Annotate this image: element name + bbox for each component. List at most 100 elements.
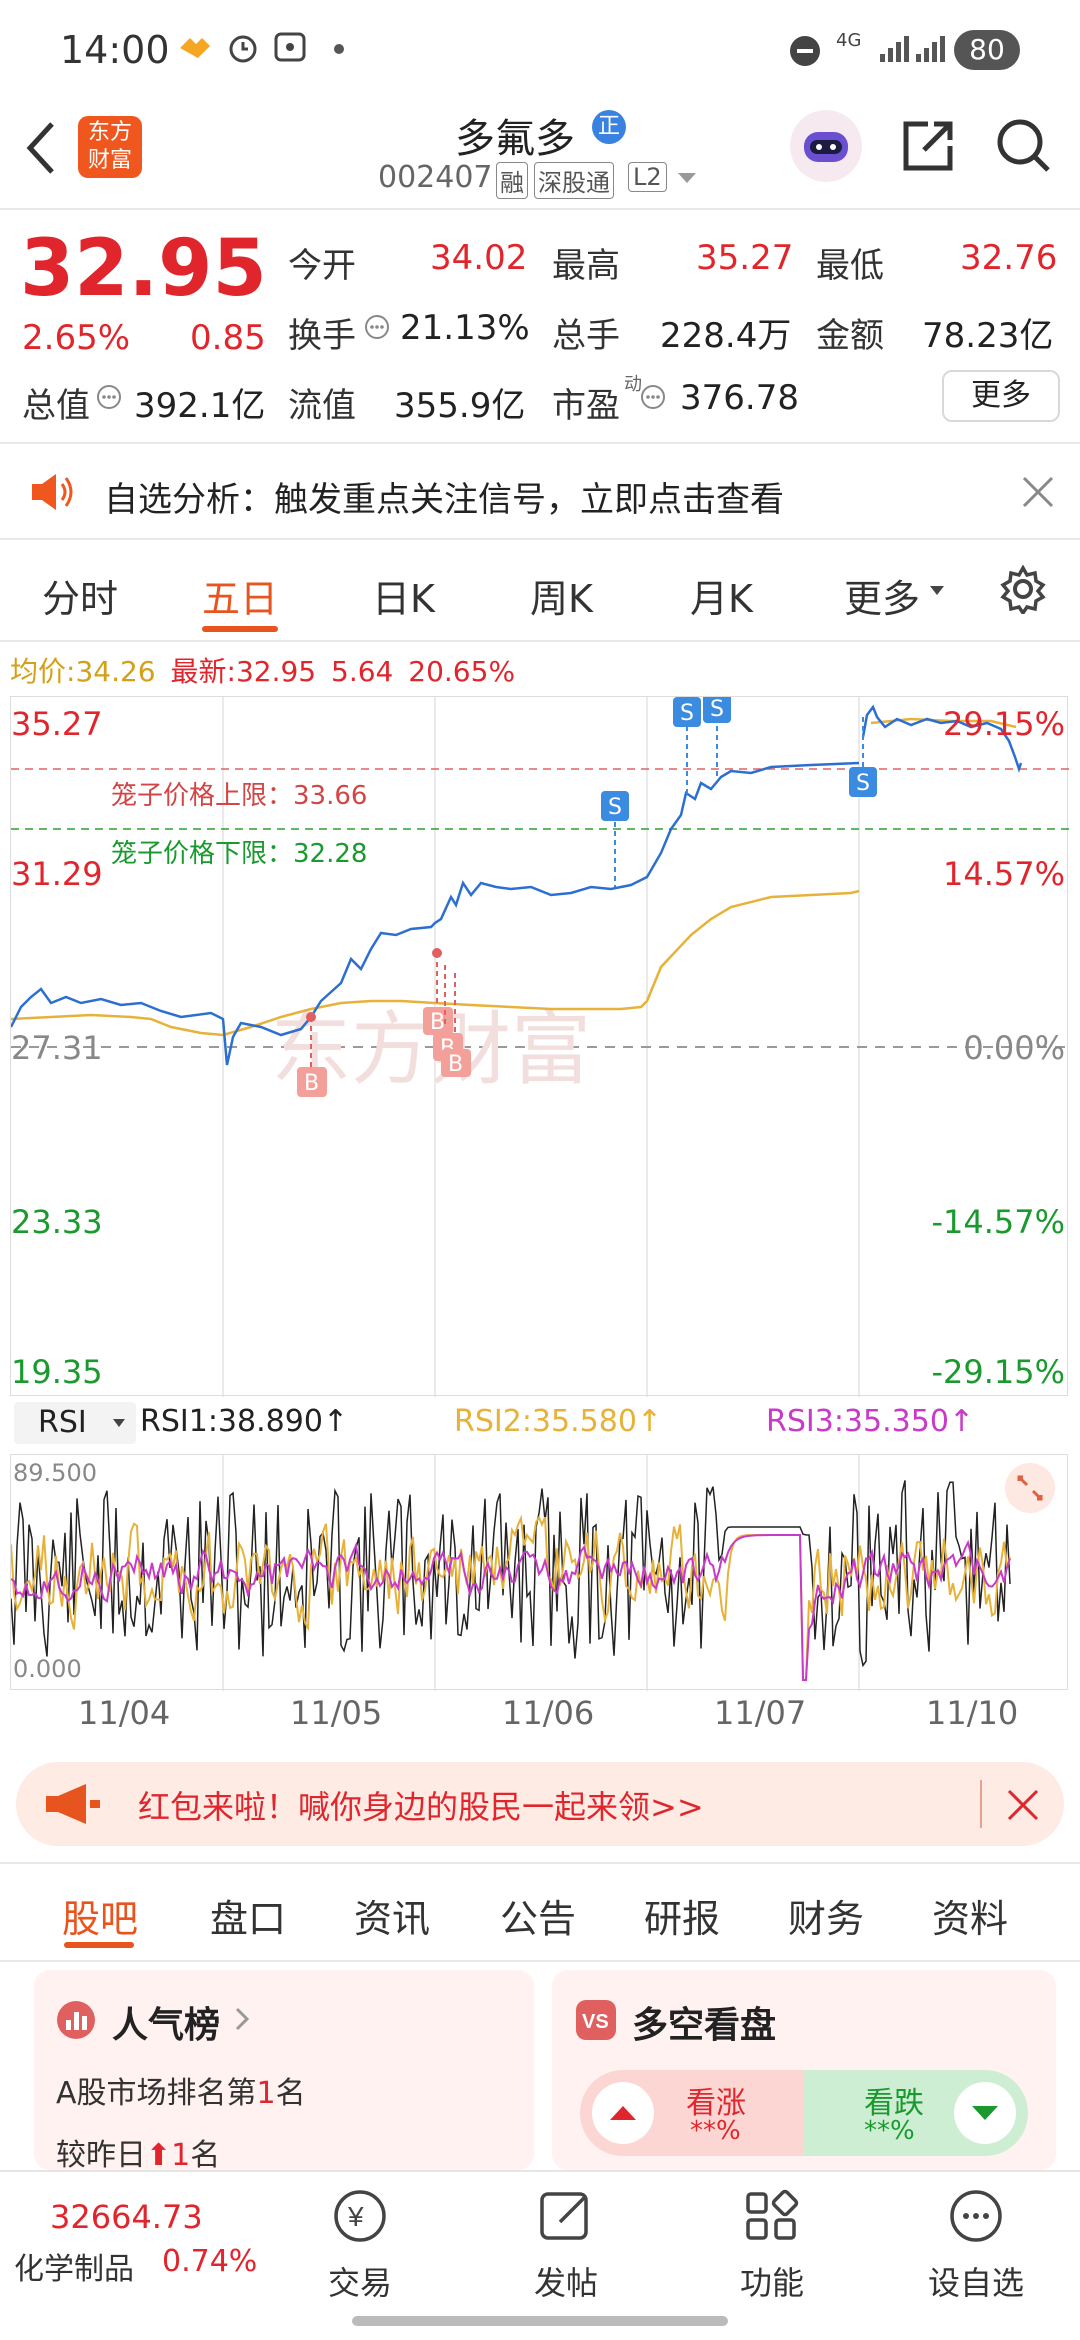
notice-divider xyxy=(0,538,1080,540)
down-arrow-icon xyxy=(954,2082,1016,2144)
close-icon[interactable] xyxy=(1006,1788,1040,1822)
tab-active-indicator xyxy=(202,626,278,632)
tab-news[interactable]: 资讯 xyxy=(354,1897,431,1941)
rsi-chart-svg xyxy=(11,1455,1011,1691)
rsi-chart[interactable]: 89.500 0.000 xyxy=(10,1454,1068,1691)
speaker-icon xyxy=(28,470,76,518)
tab-research[interactable]: 研报 xyxy=(644,1897,721,1941)
tab-daily-k[interactable]: 日K xyxy=(372,577,435,621)
rank-title: 人气榜 xyxy=(112,2005,221,2046)
rsi-caret-icon xyxy=(113,1419,125,1427)
promo-banner[interactable]: 红包来啦！喊你身边的股民一起来领>> xyxy=(16,1762,1064,1846)
trade-icon[interactable]: ¥ xyxy=(328,2184,392,2248)
functions-button[interactable]: 功能 xyxy=(739,2264,804,2302)
add-watchlist-button[interactable]: 设自选 xyxy=(927,2264,1024,2302)
post-button[interactable]: 发帖 xyxy=(533,2264,598,2302)
rsi-bottom-tick: 0.000 xyxy=(13,1655,82,1683)
price-line xyxy=(11,704,1023,1066)
y-tick-right-1: 29.15% xyxy=(942,705,1065,743)
back-icon[interactable] xyxy=(22,118,62,182)
svg-text:B: B xyxy=(304,1071,319,1096)
rank-line-1: A股市场排名第1名 xyxy=(56,2068,306,2112)
date-label-4: 11/07 xyxy=(714,1694,807,1732)
robot-avatar-icon[interactable] xyxy=(790,110,862,182)
change-percent: 2.65% xyxy=(22,318,131,358)
y-tick-right-5: -29.15% xyxy=(931,1353,1065,1391)
float-value: 355.9亿 xyxy=(394,386,526,426)
upper-limit-label: 笼子价格上限：33.66 xyxy=(111,781,368,811)
bottom-tabs: 股吧 盘口 资讯 公告 研报 财务 资料 xyxy=(0,1864,1080,1960)
tag-level2: L2 xyxy=(628,162,667,192)
stock-name[interactable]: 多氟多 xyxy=(455,116,575,162)
promo-divider xyxy=(980,1780,982,1828)
tab-profile[interactable]: 资料 xyxy=(932,1897,1009,1941)
sentiment-card[interactable]: VS 多空看盘 看涨 **% 看跌 **% xyxy=(552,1970,1056,2170)
close-icon[interactable] xyxy=(1020,474,1056,514)
tab-orderbook[interactable]: 盘口 xyxy=(210,1897,287,1941)
post-icon[interactable] xyxy=(534,2184,598,2248)
expand-icon[interactable] xyxy=(1005,1463,1055,1513)
watchlist-icon[interactable] xyxy=(944,2184,1008,2248)
mktcap-value: 392.1亿 xyxy=(134,386,266,426)
bearish-button[interactable]: 看跌 **% xyxy=(804,2070,1028,2156)
rsi3-value: RSI3:35.350↑ xyxy=(766,1404,975,1439)
y-tick-left-5: 19.35 xyxy=(11,1353,103,1391)
tab-announcements[interactable]: 公告 xyxy=(500,1897,577,1941)
svg-text:B: B xyxy=(430,1010,445,1035)
index-name[interactable]: 化学制品 xyxy=(14,2252,134,2287)
index-percent: 0.74% xyxy=(162,2244,258,2279)
sell-marker-day5: S xyxy=(849,717,877,797)
search-icon[interactable] xyxy=(994,116,1054,180)
rsi-selector[interactable]: RSI xyxy=(14,1402,136,1444)
svg-text:S: S xyxy=(680,701,694,726)
dot-icon xyxy=(334,44,344,54)
y-tick-left-1: 35.27 xyxy=(11,705,103,743)
tab-more-caret-icon xyxy=(930,586,944,595)
y-tick-right-3: 0.00% xyxy=(963,1029,1065,1067)
chart-tabs: 分时 五日 日K 周K 月K 更多 xyxy=(0,540,1080,640)
sell-marker-day4b: S xyxy=(673,697,701,797)
chg-value: 5.64 xyxy=(331,655,394,688)
more-button[interactable]: 更多 xyxy=(942,370,1060,422)
avg-value: 34.26 xyxy=(75,655,156,688)
info-icon[interactable] xyxy=(640,384,666,414)
tab-forum[interactable]: 股吧 xyxy=(62,1897,139,1941)
bullish-button[interactable]: 看涨 **% xyxy=(580,2070,804,2156)
logo-text-top: 东方 xyxy=(87,120,132,145)
home-indicator[interactable] xyxy=(352,2316,728,2326)
app-logo[interactable]: 东方 财富 xyxy=(78,116,142,178)
chevron-right-icon xyxy=(235,2007,250,2031)
tabs-divider xyxy=(0,1960,1080,1962)
svg-text:S: S xyxy=(856,771,870,796)
trade-button[interactable]: 交易 xyxy=(327,2264,392,2302)
rsi-selector-label: RSI xyxy=(38,1405,87,1440)
battery-indicator: 80 xyxy=(954,30,1020,70)
notice-text[interactable]: 自选分析：触发重点关注信号，立即点击查看 xyxy=(104,480,784,520)
share-icon[interactable] xyxy=(898,116,958,180)
buy-marker-day2b: B xyxy=(423,948,453,1035)
volume-label: 总手 xyxy=(552,316,620,356)
bullish-label: 看涨 xyxy=(686,2086,746,2121)
functions-icon[interactable] xyxy=(740,2184,804,2248)
tab-monthly-k[interactable]: 月K xyxy=(690,577,753,621)
date-label-3: 11/06 xyxy=(502,1694,595,1732)
rank-line-1-suffix: 名 xyxy=(275,2076,306,2111)
tab-five-day[interactable]: 五日 xyxy=(202,577,279,621)
logo-text-bottom: 财富 xyxy=(87,148,132,173)
bearish-label: 看跌 xyxy=(864,2086,924,2121)
current-price: 32.95 xyxy=(20,224,267,314)
info-icon[interactable] xyxy=(364,314,390,344)
tab-more[interactable]: 更多 xyxy=(844,577,921,621)
tab-finance[interactable]: 财务 xyxy=(788,1897,865,1941)
low-label: 最低 xyxy=(816,246,884,286)
dropdown-icon[interactable] xyxy=(676,170,698,189)
high-value: 35.27 xyxy=(696,238,794,278)
promo-text[interactable]: 红包来啦！喊你身边的股民一起来领>> xyxy=(138,1788,704,1826)
popularity-card[interactable]: 人气榜 A股市场排名第1名 较昨日⬆1名 xyxy=(34,1970,534,2173)
tab-intraday[interactable]: 分时 xyxy=(42,577,119,621)
info-icon[interactable] xyxy=(96,384,122,414)
tab-weekly-k[interactable]: 周K xyxy=(530,577,593,621)
index-value[interactable]: 32664.73 xyxy=(50,2198,203,2236)
settings-gear-icon[interactable] xyxy=(998,564,1048,614)
